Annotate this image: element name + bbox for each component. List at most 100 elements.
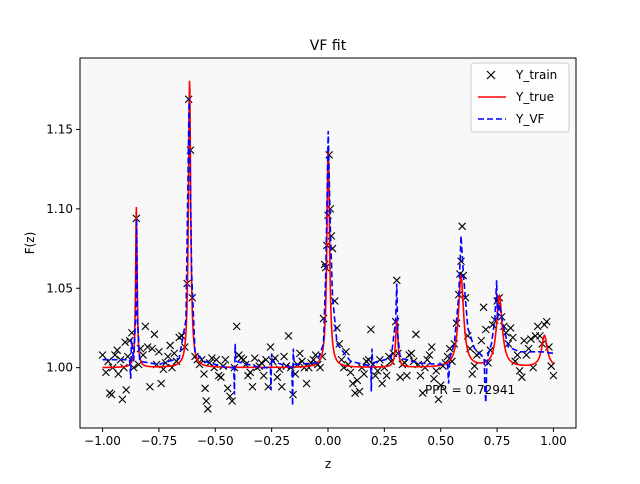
y-train-marker xyxy=(221,355,230,364)
y-vf-line xyxy=(102,97,554,406)
y-train-marker xyxy=(107,390,116,399)
y-train-marker xyxy=(477,336,486,345)
y-train-marker xyxy=(513,351,522,359)
y-train-marker xyxy=(170,349,179,358)
y-train-marker xyxy=(458,222,467,231)
y-train-marker xyxy=(522,351,531,359)
legend-entry-y-vf: Y_VF xyxy=(478,112,545,126)
y-train-marker xyxy=(141,322,150,331)
y-train-marker xyxy=(266,343,275,351)
y-train-marker xyxy=(262,355,270,364)
y-train-marker xyxy=(542,317,551,326)
y-train-marker xyxy=(120,363,128,372)
axes-ticks: −1.00 −0.75 −0.50 −0.25 0.00 0.25 0.50 0.75 1.00… xyxy=(46,122,567,448)
y-train-marker xyxy=(195,360,204,369)
y-train-marker xyxy=(114,370,123,378)
y-tick-label: 1.10 xyxy=(46,202,73,216)
y-train-marker xyxy=(346,368,355,377)
x-tick-label: −0.75 xyxy=(141,434,178,448)
y-train-marker xyxy=(212,355,221,364)
y-train-marker xyxy=(143,343,152,351)
y-train-marker xyxy=(506,324,515,332)
y-train-marker xyxy=(302,379,311,388)
ppr-annotation: PPR = 0.72941 xyxy=(425,383,515,397)
y-train-marker xyxy=(524,344,533,353)
x-tick-label: 0.25 xyxy=(371,434,398,448)
y-train-marker xyxy=(380,363,389,372)
y-train-marker xyxy=(148,344,157,353)
chart-title: VF fit xyxy=(310,38,347,54)
y-train-marker xyxy=(146,382,154,391)
y-train-marker xyxy=(228,397,237,405)
y-train-marker xyxy=(418,389,427,397)
y-train-marker xyxy=(280,352,288,361)
plot-series-group xyxy=(98,80,558,413)
y-train-marker xyxy=(113,346,122,355)
y-train-marker xyxy=(139,351,148,359)
y-train-marker xyxy=(360,370,368,378)
y-train-marker xyxy=(430,374,438,383)
y-train-marker xyxy=(248,382,257,391)
y-train-marker xyxy=(457,257,465,266)
y-train-marker xyxy=(423,355,432,364)
y-train-marker xyxy=(527,335,535,343)
y-train-marker xyxy=(355,387,364,396)
y-train-marker xyxy=(371,371,380,380)
x-tick-label: 0.75 xyxy=(484,434,511,448)
x-tick-label: −0.50 xyxy=(197,434,234,448)
y-train-marker xyxy=(202,397,211,405)
y-train-marker xyxy=(232,322,241,331)
y-train-marker xyxy=(518,373,526,382)
y-train-marker xyxy=(118,395,127,404)
plot-frame xyxy=(79,57,577,429)
y-train-marker xyxy=(508,333,517,342)
y-train-marker xyxy=(102,368,110,377)
y-tick-label: 1.05 xyxy=(46,281,73,295)
y-train-marker xyxy=(533,322,542,331)
y-train-marker xyxy=(201,384,210,393)
y-train-marker xyxy=(121,338,129,347)
y-train-marker xyxy=(470,362,479,370)
y-train-marker xyxy=(335,339,344,348)
y-train-marker xyxy=(259,371,268,380)
y-train-marker xyxy=(421,363,429,372)
x-tick-label: −1.00 xyxy=(84,434,121,448)
y-train-marker xyxy=(277,382,286,391)
y-train-marker xyxy=(98,351,107,359)
y-train-marker xyxy=(295,349,304,358)
y-train-marker xyxy=(257,359,266,367)
y-train-marker xyxy=(150,330,159,339)
y-train-marker xyxy=(273,373,282,382)
y-train-marker xyxy=(217,373,225,382)
y-train-marker xyxy=(412,330,420,339)
y-train-marker xyxy=(407,349,416,358)
y-train-marker xyxy=(157,379,166,388)
legend-entry-y-true: Y_true xyxy=(478,90,554,104)
y-train-marker xyxy=(436,381,445,390)
y-train-marker xyxy=(382,371,391,380)
y-train-marker xyxy=(366,325,375,334)
y-train-marker xyxy=(122,385,131,394)
y-train-marker xyxy=(250,354,259,363)
y-tick-label: 1.15 xyxy=(46,122,73,136)
legend-label-y-true: Y_true xyxy=(515,90,554,104)
y-train-marker xyxy=(348,379,357,388)
y-train-marker xyxy=(434,395,443,404)
y-train-marker xyxy=(479,303,488,312)
legend-label-y-train: Y_train xyxy=(515,68,557,82)
y-train-marker xyxy=(549,371,558,380)
y-train-marker xyxy=(164,352,172,361)
y-train-marker xyxy=(155,347,163,356)
y-train-marker xyxy=(378,379,386,388)
y-train-marker xyxy=(520,336,529,345)
y-train-marker xyxy=(515,366,524,375)
y-axis-label: F(z) xyxy=(23,232,37,255)
y-train-marker xyxy=(203,405,212,413)
x-tick-label: 0.50 xyxy=(427,434,454,448)
x-tick-label: 1.00 xyxy=(540,434,567,448)
x-tick-label: −0.25 xyxy=(253,434,290,448)
y-train-marker xyxy=(200,370,208,378)
y-train-marker xyxy=(416,371,425,380)
